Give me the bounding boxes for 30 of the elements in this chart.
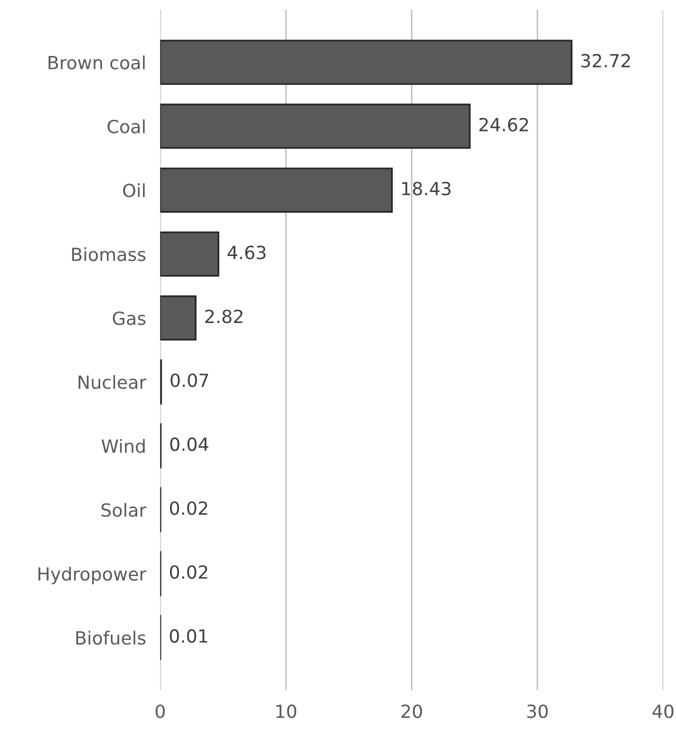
- data-label: 18.43: [402, 182, 451, 196]
- y-tick-label: Wind: [102, 438, 145, 453]
- data-label: 32.72: [581, 54, 630, 68]
- bar: [160, 104, 471, 149]
- x-tick-label: 40: [652, 704, 674, 718]
- data-label: 4.63: [228, 246, 266, 260]
- data-label: 0.07: [170, 373, 208, 388]
- x-tick-label: 0: [156, 704, 165, 718]
- x-tick-label: 20: [402, 704, 422, 718]
- bar: [160, 295, 197, 341]
- bar: [160, 40, 572, 85]
- y-tick-label: Oil: [123, 183, 145, 198]
- data-label: 0.02: [170, 501, 208, 515]
- y-tick-label: Nuclear: [78, 375, 146, 390]
- y-tick-label: Biomass: [72, 247, 146, 262]
- data-label: 24.62: [479, 118, 528, 132]
- data-label: 0.04: [170, 437, 208, 452]
- data-label: 0.01: [170, 629, 208, 643]
- x-tick-label: 30: [527, 704, 548, 718]
- y-tick-label: Gas: [112, 311, 146, 326]
- data-label: 0.02: [170, 565, 208, 579]
- data-label: 2.82: [205, 310, 242, 324]
- y-tick-label: Biofuels: [76, 630, 146, 645]
- x-tick-label: 10: [276, 704, 296, 718]
- bar: [160, 168, 393, 213]
- bar: [160, 232, 220, 277]
- y-tick-label: Hydropower: [38, 566, 146, 584]
- y-tick-label: Coal: [108, 119, 145, 134]
- y-tick-label: Brown coal: [48, 55, 145, 70]
- y-tick-label: Solar: [102, 502, 146, 517]
